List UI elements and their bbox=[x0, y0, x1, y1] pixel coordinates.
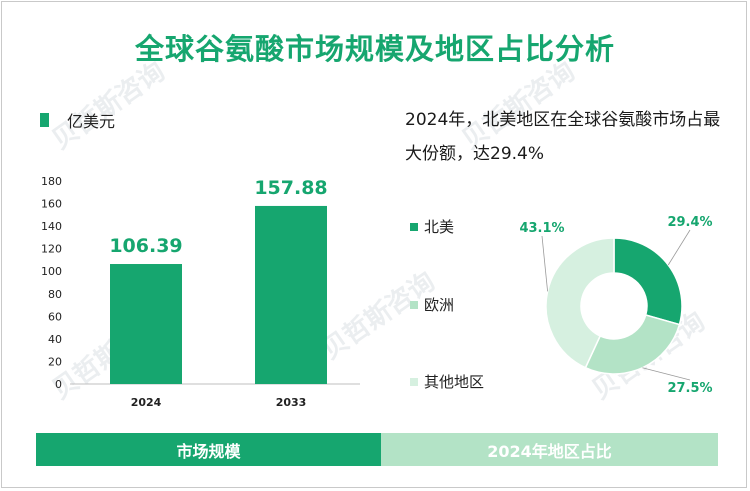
y-tick-label: 140 bbox=[41, 220, 62, 233]
bar bbox=[110, 264, 182, 384]
legend-label: 欧洲 bbox=[424, 296, 455, 314]
bar-value-label: 157.88 bbox=[254, 177, 327, 199]
legend-item-north-america: 北美 bbox=[410, 216, 454, 237]
y-tick-label: 120 bbox=[41, 243, 62, 256]
donut-slice bbox=[613, 237, 683, 326]
y-tick-label: 40 bbox=[48, 333, 62, 346]
unit-swatch bbox=[40, 113, 49, 127]
y-tick-label: 100 bbox=[41, 265, 62, 278]
leader-line bbox=[541, 235, 548, 292]
legend-swatch bbox=[410, 300, 418, 309]
x-tick-label: 2033 bbox=[276, 396, 307, 409]
footer-market-size: 市场规模 bbox=[36, 433, 381, 466]
y-tick-label: 0 bbox=[55, 378, 62, 391]
legend-swatch bbox=[410, 377, 418, 386]
unit-legend: 亿美元 bbox=[40, 108, 115, 132]
x-tick-label: 2024 bbox=[131, 396, 162, 409]
legend-swatch bbox=[410, 222, 418, 231]
unit-label: 亿美元 bbox=[67, 112, 116, 131]
headline-text: 2024年，北美地区在全球谷氨酸市场占最大份额，达29.4% bbox=[405, 110, 721, 164]
bar bbox=[255, 205, 327, 384]
y-tick-label: 180 bbox=[41, 175, 62, 188]
y-tick-label: 60 bbox=[48, 310, 62, 323]
legend-item-europe: 欧洲 bbox=[410, 294, 454, 315]
y-tick-label: 20 bbox=[48, 355, 62, 368]
y-tick-label: 80 bbox=[48, 288, 62, 301]
bar-value-label: 106.39 bbox=[109, 235, 182, 257]
donut-slice bbox=[545, 237, 615, 369]
leader-line bbox=[667, 229, 691, 266]
slice-value-label: 27.5% bbox=[667, 381, 712, 396]
legend-label: 北美 bbox=[424, 218, 455, 236]
slice-value-label: 29.4% bbox=[667, 215, 712, 230]
slice-value-label: 43.1% bbox=[519, 221, 564, 236]
y-tick-label: 160 bbox=[41, 198, 62, 211]
footer-region-share: 2024年地区占比 bbox=[381, 433, 718, 466]
legend-item-other: 其他地区 bbox=[410, 371, 484, 392]
leader-line bbox=[642, 367, 691, 381]
donut-slice bbox=[584, 314, 681, 375]
chart-title: 全球谷氨酸市场规模及地区占比分析 bbox=[134, 32, 615, 66]
legend-label: 其他地区 bbox=[424, 373, 485, 391]
